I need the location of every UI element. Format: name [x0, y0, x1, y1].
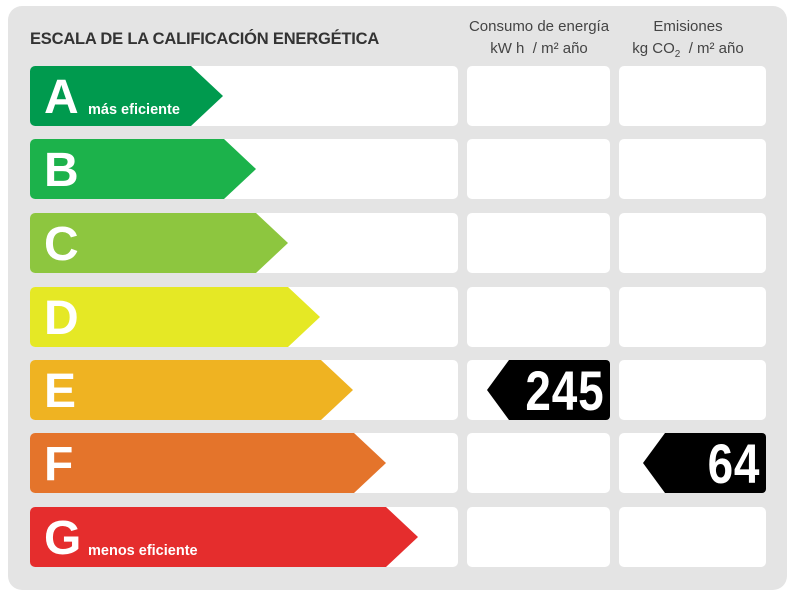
- emisiones-rating-badge: 64: [643, 433, 766, 493]
- emisiones-cell-d: [619, 287, 766, 347]
- grade-arrow-b: B: [30, 139, 256, 199]
- emisiones-cell-a: [619, 66, 766, 126]
- grade-sublabel: más eficiente: [88, 102, 180, 118]
- grade-arrow-e: E: [30, 360, 353, 420]
- emisiones-header: Emisiones kg CO2 / m² año: [612, 16, 764, 66]
- emisiones-cell-g: [619, 507, 766, 567]
- emisiones-cell-e: [619, 360, 766, 420]
- consumo-header-line1: Consumo de energía: [468, 18, 610, 35]
- emisiones-header-line1: Emisiones: [653, 18, 723, 35]
- grade-letter: F: [44, 438, 74, 491]
- consumo-header: Consumo de energía kW h / m² año: [458, 16, 620, 60]
- emisiones-value: 64: [707, 432, 760, 495]
- consumo-cell-a: [467, 66, 610, 126]
- unit-post: / m² año: [680, 40, 744, 57]
- label-title: ESCALA DE LA CALIFICACIÓN ENERGÉTICA: [30, 30, 380, 48]
- consumo-cell-f: [467, 433, 610, 493]
- grade-letter: C: [44, 218, 79, 271]
- grade-arrow-f: F: [30, 433, 386, 493]
- grade-arrow-c: C: [30, 213, 288, 273]
- grade-letter: D: [44, 292, 79, 345]
- unit-pre: kg CO: [632, 40, 675, 57]
- consumo-rating-badge: 245: [487, 360, 610, 420]
- emisiones-header-unit: kg CO2 / m² año: [612, 38, 764, 66]
- grade-letter: A: [44, 71, 79, 124]
- consumo-cell-b: [467, 139, 610, 199]
- grade-letter: G: [44, 512, 82, 565]
- grade-sublabel: menos eficiente: [88, 543, 198, 559]
- unit-sub: 2: [674, 49, 681, 60]
- emisiones-cell-c: [619, 213, 766, 273]
- consumo-cell-g: [467, 507, 610, 567]
- grade-arrow-a: A más eficiente: [30, 66, 223, 126]
- consumo-value: 245: [524, 359, 604, 422]
- grade-arrow-d: D: [30, 287, 320, 347]
- grade-letter: B: [44, 144, 79, 197]
- consumo-header-unit: kW h / m² año: [490, 40, 588, 57]
- consumo-cell-c: [467, 213, 610, 273]
- consumo-cell-d: [467, 287, 610, 347]
- grade-letter: E: [44, 365, 77, 418]
- emisiones-cell-b: [619, 139, 766, 199]
- grade-arrow-g: G menos eficiente: [30, 507, 418, 567]
